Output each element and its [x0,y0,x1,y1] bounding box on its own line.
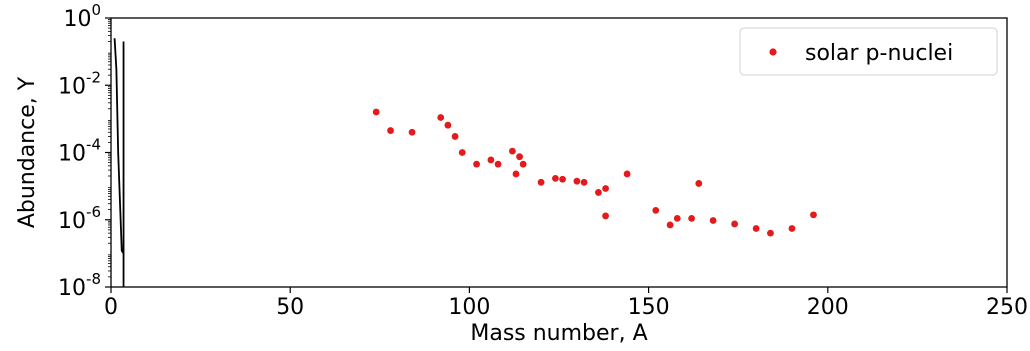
p-nuclei-point [519,160,527,168]
p-nuclei-point [595,189,602,196]
p-nuclei-point [731,220,739,228]
y-tick-label: 10-4 [58,136,101,167]
p-nuclei-point [666,221,674,229]
p-nuclei-point [487,156,495,164]
y-ticks: 10-8 10-6 10-4 10-2 100 [58,1,111,301]
x-tick-label: 250 [986,295,1028,320]
p-nuclei-point [810,211,817,219]
p-nuclei-point [623,170,631,178]
black-line-series [113,38,125,287]
x-tick-label: 100 [448,295,490,320]
p-nuclei-point [788,225,796,232]
y-axis-title: Abundance, Y [15,76,40,228]
p-nuclei-point [652,206,660,214]
p-nuclei-point [602,185,609,192]
y-tick-label: 10-2 [58,68,101,99]
p-nuclei-point [387,127,394,134]
y-tick-label: 10-6 [58,203,101,234]
x-tick-label: 0 [104,295,118,320]
p-nuclei-point [673,214,681,222]
legend: solar p-nuclei [739,27,998,76]
p-nuclei-point [509,147,516,155]
x-tick-label: 50 [276,295,304,320]
plot-frame [110,17,1008,288]
y-tick-label: 10-8 [58,270,101,301]
data-points [372,108,817,237]
p-nuclei-point [559,175,566,183]
p-nuclei-point [451,133,459,140]
p-nuclei-point [512,170,520,178]
y-tick-label: 100 [63,1,101,32]
x-tick-label: 150 [628,295,670,320]
plot-lines [113,38,125,287]
p-nuclei-point [709,217,717,224]
p-nuclei-point [408,128,416,136]
p-nuclei-point [580,178,588,186]
p-nuclei-point [473,160,480,168]
p-nuclei-point [695,180,703,187]
p-nuclei-point [767,229,774,237]
p-nuclei-point [516,153,523,161]
legend-box [739,27,998,76]
p-nuclei-point [458,149,466,156]
x-ticks: 0 50 100 150 200 250 [104,287,1028,320]
p-nuclei-point [372,108,380,116]
p-nuclei-point [688,214,696,222]
p-nuclei-point [537,178,545,186]
p-nuclei-point [602,212,609,220]
p-nuclei-point [752,225,760,232]
p-nuclei-point [552,174,559,182]
p-nuclei-point [444,121,452,129]
legend-label: solar p-nuclei [805,41,953,66]
p-nuclei-point [573,177,581,185]
x-axis-title: Mass number, A [470,321,647,346]
p-nuclei-point [494,160,502,168]
p-nuclei-point [437,114,445,121]
x-tick-label: 200 [807,295,849,320]
legend-marker [769,48,777,56]
